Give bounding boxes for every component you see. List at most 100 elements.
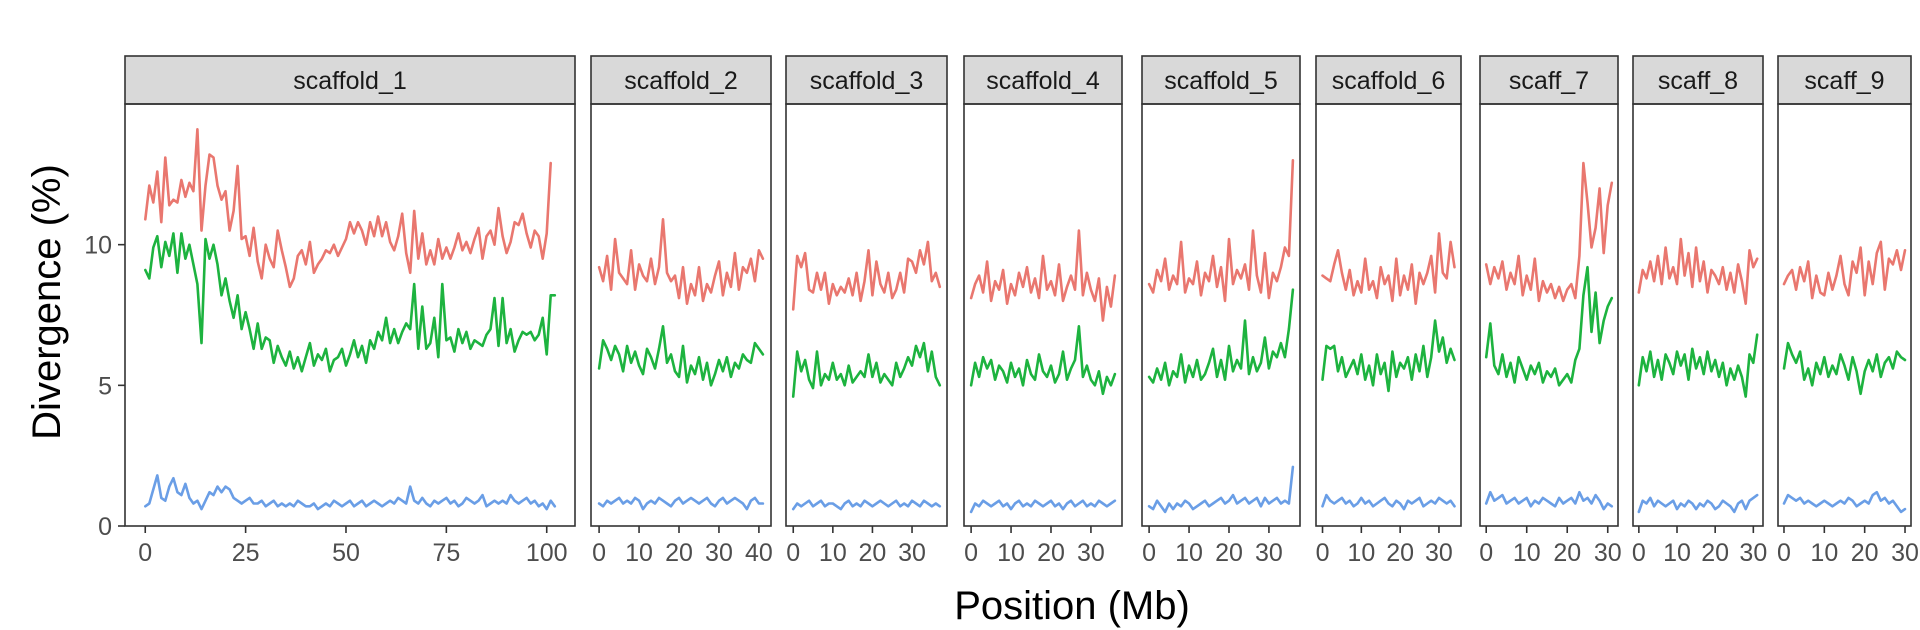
x-tick-label: 50 (332, 539, 360, 567)
x-tick-label: 10 (1175, 539, 1203, 567)
x-tick-label: 0 (1632, 539, 1646, 567)
strip-label: scaffold_6 (1332, 67, 1446, 95)
strip-background (1141, 55, 1301, 105)
y-tick-label: 10 (84, 232, 112, 260)
strip-background (1315, 55, 1462, 105)
series-line-3 (144, 474, 557, 511)
y-tick-label: 5 (98, 372, 112, 400)
strip-label: scaffold_1 (293, 67, 407, 95)
series-line-3 (969, 499, 1117, 514)
series-line-2 (144, 232, 557, 373)
x-tick-label: 30 (1425, 539, 1453, 567)
series-line-1 (1484, 161, 1614, 303)
panel-scaffold_4: scaffold_4 0 10 20 30 (963, 55, 1123, 567)
x-tick-label: 20 (859, 539, 887, 567)
y-axis-title: Divergence (%) (25, 164, 69, 440)
x-tick-label: 20 (1553, 539, 1581, 567)
x-tick-label: 10 (819, 539, 847, 567)
series-line-2 (1321, 319, 1456, 393)
x-tick-label: 10 (1810, 539, 1838, 567)
series-line-2 (1782, 341, 1907, 396)
x-tick-label: 20 (1037, 539, 1065, 567)
panel-scaffold_3: scaffold_3 0 10 20 30 (785, 55, 948, 567)
x-tick-label: 30 (1891, 539, 1919, 567)
y-tick-label: 0 (98, 513, 112, 541)
x-tick-label: 0 (1316, 539, 1330, 567)
x-tick-label: 10 (1347, 539, 1375, 567)
strip-background (124, 55, 576, 105)
series-line-1 (791, 240, 942, 311)
panel-scaff_8: scaff_8 0 10 20 30 (1632, 55, 1767, 567)
x-tick-label: 100 (526, 539, 568, 567)
series-line-3 (1782, 490, 1907, 514)
x-tick-label: 10 (997, 539, 1025, 567)
x-tick-label: 0 (138, 539, 152, 567)
x-tick-label: 0 (1777, 539, 1791, 567)
x-tick-label: 0 (1142, 539, 1156, 567)
strip-background (963, 55, 1123, 105)
x-tick-label: 30 (1739, 539, 1767, 567)
x-tick-label: 20 (1386, 539, 1414, 567)
strip-label: scaffold_3 (810, 67, 924, 95)
panel-scaff_7: scaff_7 0 10 20 30 (1479, 55, 1622, 567)
x-tick-label: 30 (705, 539, 733, 567)
x-tick-label: 30 (1255, 539, 1283, 567)
x-tick-label: 10 (1663, 539, 1691, 567)
panel-border (1141, 103, 1301, 527)
series-line-1 (1782, 240, 1907, 300)
panel-border (963, 103, 1123, 527)
series-line-3 (791, 499, 942, 511)
strip-label: scaffold_2 (624, 67, 738, 95)
panel-border (785, 103, 948, 527)
panel-scaffold_2: scaffold_2 0 10 20 30 40 (590, 55, 773, 567)
strip-background (1479, 55, 1619, 105)
series-line-1 (1147, 159, 1295, 303)
series-line-1 (969, 229, 1117, 322)
series-line-3 (597, 496, 765, 511)
x-tick-label: 0 (964, 539, 978, 567)
x-tick-label: 40 (745, 539, 773, 567)
series-line-3 (1637, 493, 1759, 514)
series-line-2 (1484, 265, 1614, 387)
strip-label: scaff_9 (1804, 67, 1884, 95)
panel-scaff_9: scaff_9 0 10 20 30 (1777, 55, 1919, 567)
x-tick-label: 20 (1701, 539, 1729, 567)
panel-scaffold_1: scaffold_1 0 25 50 75 100 0 5 10 (84, 55, 576, 567)
series-line-1 (144, 128, 553, 289)
x-tick-label: 75 (432, 539, 460, 567)
panel-border (1479, 103, 1619, 527)
panel-border (124, 103, 576, 527)
x-tick-label: 0 (592, 539, 606, 567)
strip-label: scaffold_5 (1164, 67, 1278, 95)
strip-background (785, 55, 948, 105)
x-tick-label: 30 (898, 539, 926, 567)
panel-scaffold_6: scaffold_6 0 10 20 30 (1315, 55, 1462, 567)
panel-border (1632, 103, 1764, 527)
x-tick-label: 20 (665, 539, 693, 567)
series-line-2 (791, 341, 942, 398)
strip-label: scaff_7 (1509, 67, 1589, 95)
x-axis-title: Position (Mb) (954, 584, 1190, 628)
x-tick-label: 10 (625, 539, 653, 567)
series-line-2 (1147, 288, 1295, 387)
x-tick-label: 20 (1851, 539, 1879, 567)
x-tick-label: 30 (1077, 539, 1105, 567)
series-line-3 (1484, 490, 1614, 511)
x-tick-label: 25 (232, 539, 260, 567)
strip-label: scaffold_4 (986, 67, 1100, 95)
panel-border (1315, 103, 1462, 527)
x-tick-label: 30 (1594, 539, 1622, 567)
x-tick-label: 0 (1479, 539, 1493, 567)
series-line-1 (597, 218, 765, 306)
series-line-1 (1637, 237, 1759, 306)
series-line-2 (597, 324, 765, 387)
strip-label: scaff_8 (1658, 67, 1738, 95)
x-tick-label: 0 (786, 539, 800, 567)
series-line-2 (1637, 333, 1759, 398)
strip-background (1632, 55, 1764, 105)
panel-scaffold_5: scaffold_5 0 10 20 30 (1141, 55, 1301, 567)
series-line-1 (1321, 232, 1456, 306)
series-line-3 (1321, 493, 1456, 511)
